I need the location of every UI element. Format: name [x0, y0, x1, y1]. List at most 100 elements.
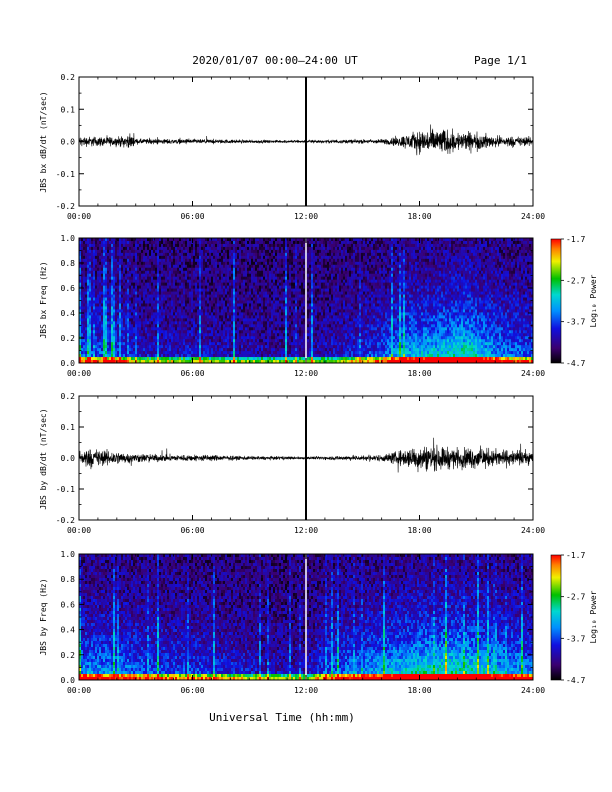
heatmap-cell: [269, 324, 272, 328]
heatmap-cell: [203, 238, 206, 242]
heatmap-cell: [297, 276, 300, 280]
heatmap-cell: [169, 240, 172, 245]
heatmap-cell: [187, 351, 190, 355]
heatmap-cell: [121, 324, 124, 328]
heatmap-cell: [203, 264, 206, 269]
heatmap-cell: [133, 288, 136, 292]
heatmap-cell: [113, 273, 116, 277]
heatmap-cell: [191, 300, 194, 304]
heatmap-cell: [175, 336, 178, 340]
heatmap-cell: [219, 336, 222, 340]
heatmap-cell: [183, 303, 186, 307]
heatmap-cell: [145, 357, 148, 361]
heatmap-cell: [171, 336, 174, 340]
heatmap-cell: [243, 276, 246, 280]
heatmap-cell: [113, 282, 116, 286]
heatmap-cell: [245, 330, 248, 334]
heatmap-cell: [251, 342, 254, 346]
heatmap-cell: [121, 252, 124, 257]
heatmap-cell: [131, 351, 134, 355]
heatmap-cell: [117, 273, 120, 277]
heatmap-cell: [225, 273, 228, 277]
heatmap-cell: [135, 342, 138, 346]
heatmap-cell: [215, 270, 218, 275]
heatmap-cell: [93, 282, 96, 286]
heatmap-cell: [253, 327, 256, 331]
heatmap-cell: [131, 315, 134, 319]
heatmap-cell: [299, 303, 302, 307]
heatmap-cell: [93, 246, 96, 251]
heatmap-cell: [183, 279, 186, 283]
heatmap-cell: [255, 318, 258, 322]
heatmap-cell: [111, 291, 114, 295]
heatmap-cell: [137, 345, 140, 349]
heatmap-cell: [241, 261, 244, 266]
heatmap-cell: [209, 267, 212, 272]
heatmap-cell: [239, 282, 242, 286]
heatmap-cell: [185, 324, 188, 328]
heatmap-cell: [297, 354, 300, 358]
heatmap-cell: [97, 249, 100, 254]
heatmap-cell: [135, 348, 138, 352]
heatmap-cell: [237, 309, 240, 313]
heatmap-cell: [121, 255, 124, 260]
heatmap-cell: [109, 306, 112, 310]
heatmap-cell: [263, 324, 266, 328]
heatmap-cell: [105, 300, 108, 304]
heatmap-cell: [211, 255, 214, 260]
heatmap-cell: [205, 324, 208, 328]
heatmap-cell: [125, 279, 128, 283]
heatmap-cell: [185, 339, 188, 343]
heatmap-cell: [223, 315, 226, 319]
heatmap-cell: [303, 300, 306, 304]
heatmap-cell: [217, 273, 220, 277]
heatmap-cell: [179, 300, 182, 304]
heatmap-cell: [183, 348, 186, 352]
heatmap-cell: [269, 285, 272, 289]
heatmap-cell: [217, 240, 220, 245]
heatmap-cell: [187, 324, 190, 328]
heatmap-cell: [253, 243, 256, 248]
heatmap-cell: [291, 297, 294, 301]
heatmap-cell: [113, 238, 116, 242]
heatmap-cell: [97, 243, 100, 248]
heatmap-cell: [117, 238, 120, 242]
heatmap-cell: [301, 238, 304, 242]
heatmap-cell: [177, 327, 180, 331]
heatmap-cell: [205, 339, 208, 343]
heatmap-cell: [199, 360, 202, 364]
heatmap-cell: [159, 336, 162, 340]
heatmap-cell: [309, 351, 312, 355]
heatmap-cell: [301, 342, 304, 346]
heatmap-cell: [241, 300, 244, 304]
heatmap-cell: [87, 351, 90, 355]
heatmap-cell: [201, 261, 204, 266]
heatmap-cell: [101, 360, 104, 364]
heatmap-cell: [301, 324, 304, 328]
heatmap-cell: [253, 330, 256, 334]
heatmap-cell: [295, 273, 298, 277]
heatmap-cell: [137, 360, 140, 364]
heatmap-cell: [251, 285, 254, 289]
heatmap-cell: [283, 312, 286, 316]
heatmap-cell: [155, 336, 158, 340]
heatmap-cell: [209, 345, 212, 349]
heatmap-cell: [297, 333, 300, 337]
heatmap-cell: [203, 240, 206, 245]
heatmap-cell: [187, 249, 190, 254]
heatmap-cell: [153, 282, 156, 286]
heatmap-cell: [241, 306, 244, 310]
heatmap-cell: [253, 315, 256, 319]
heatmap-cell: [281, 291, 284, 295]
heatmap-cell: [273, 285, 276, 289]
heatmap-cell: [169, 273, 172, 277]
heatmap-cell: [309, 360, 312, 364]
heatmap-cell: [229, 342, 232, 346]
heatmap-cell: [273, 312, 276, 316]
heatmap-cell: [193, 285, 196, 289]
heatmap-cell: [269, 246, 272, 251]
heatmap-cell: [101, 348, 104, 352]
heatmap-cell: [185, 246, 188, 251]
heatmap-cell: [137, 309, 140, 313]
heatmap-cell: [141, 252, 144, 257]
